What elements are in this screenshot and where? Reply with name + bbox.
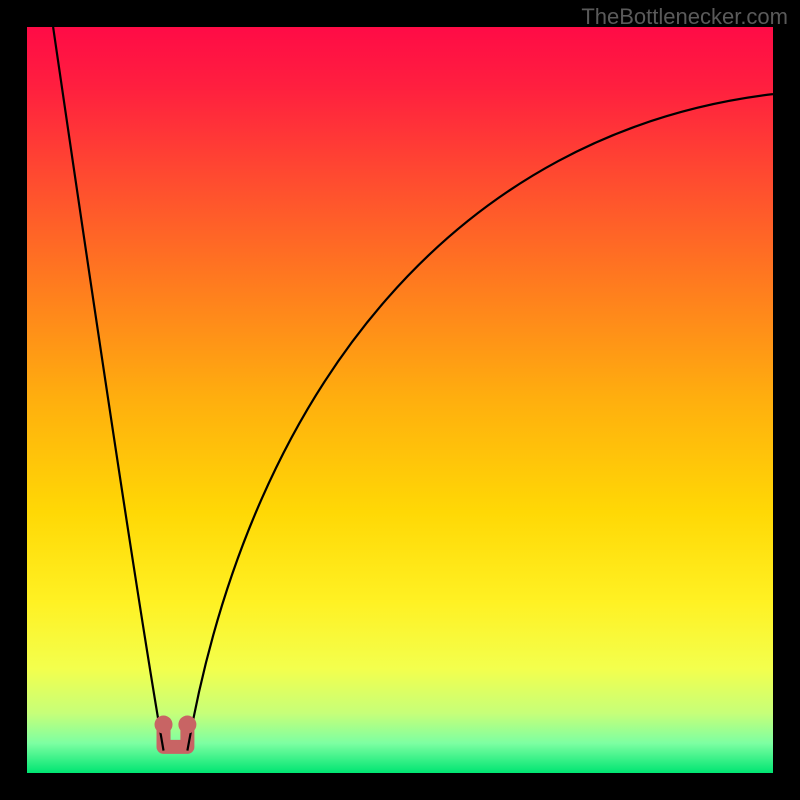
watermark-text: TheBottlenecker.com xyxy=(581,4,788,30)
marker-left xyxy=(155,716,173,734)
plot-area xyxy=(27,27,773,773)
chart-svg xyxy=(27,27,773,773)
marker-right xyxy=(178,716,196,734)
curve-left-branch xyxy=(53,27,163,751)
curve-right-branch xyxy=(187,94,773,750)
